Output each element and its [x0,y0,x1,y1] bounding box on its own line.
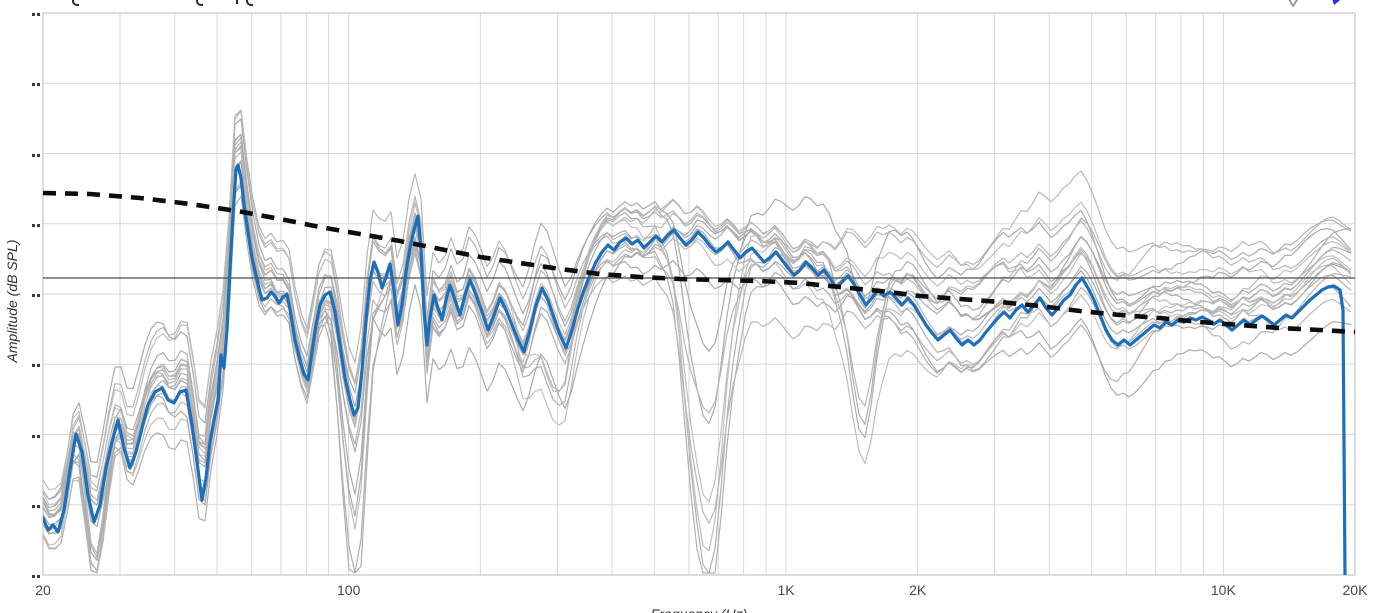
plot-border [42,12,1356,576]
x-tick-label: 10K [1210,582,1236,598]
x-tick-label: 20K [1342,582,1368,598]
y-tick-label-masked [24,11,40,19]
x-tick-label: 2K [909,582,927,598]
measurement-trace [43,195,1352,574]
cutoff-title-descender [246,0,253,6]
measurement-trace [43,109,1352,506]
measurement-trace [43,136,1352,519]
x-tick-label: 20 [35,582,51,598]
measurement-trace [43,110,1352,518]
measurement-trace [43,110,1352,512]
measurement-trace [43,184,1352,561]
measurement-trace [43,160,1352,558]
measurement-trace [43,160,1352,571]
y-tick-label-masked [24,292,40,300]
cutoff-title-descender [196,0,203,6]
y-tick-label-masked [24,502,40,510]
measurement-trace [43,151,1352,552]
measurement-trace-group [43,109,1352,574]
highlighted-trace [43,163,1347,575]
nav-arrow-right-icon[interactable] [1330,0,1346,6]
measurement-trace [43,134,1352,574]
y-tick-label-masked [24,151,40,159]
x-tick-label: 1K [777,582,795,598]
y-tick-label-masked [24,221,40,229]
x-tick-label: 100 [336,582,361,598]
cutoff-title-descender [236,0,238,4]
x-axis-title: Frequency (Hz) [599,606,799,613]
y-tick-label-masked [24,81,40,89]
target-curve [43,190,1355,335]
cutoff-title-descender [72,0,79,6]
y-tick-label-masked [24,573,40,581]
y-tick-label-masked [24,432,40,440]
measurement-trace [43,161,1352,517]
y-tick-label-masked [24,362,40,370]
measurement-trace [43,181,1352,546]
